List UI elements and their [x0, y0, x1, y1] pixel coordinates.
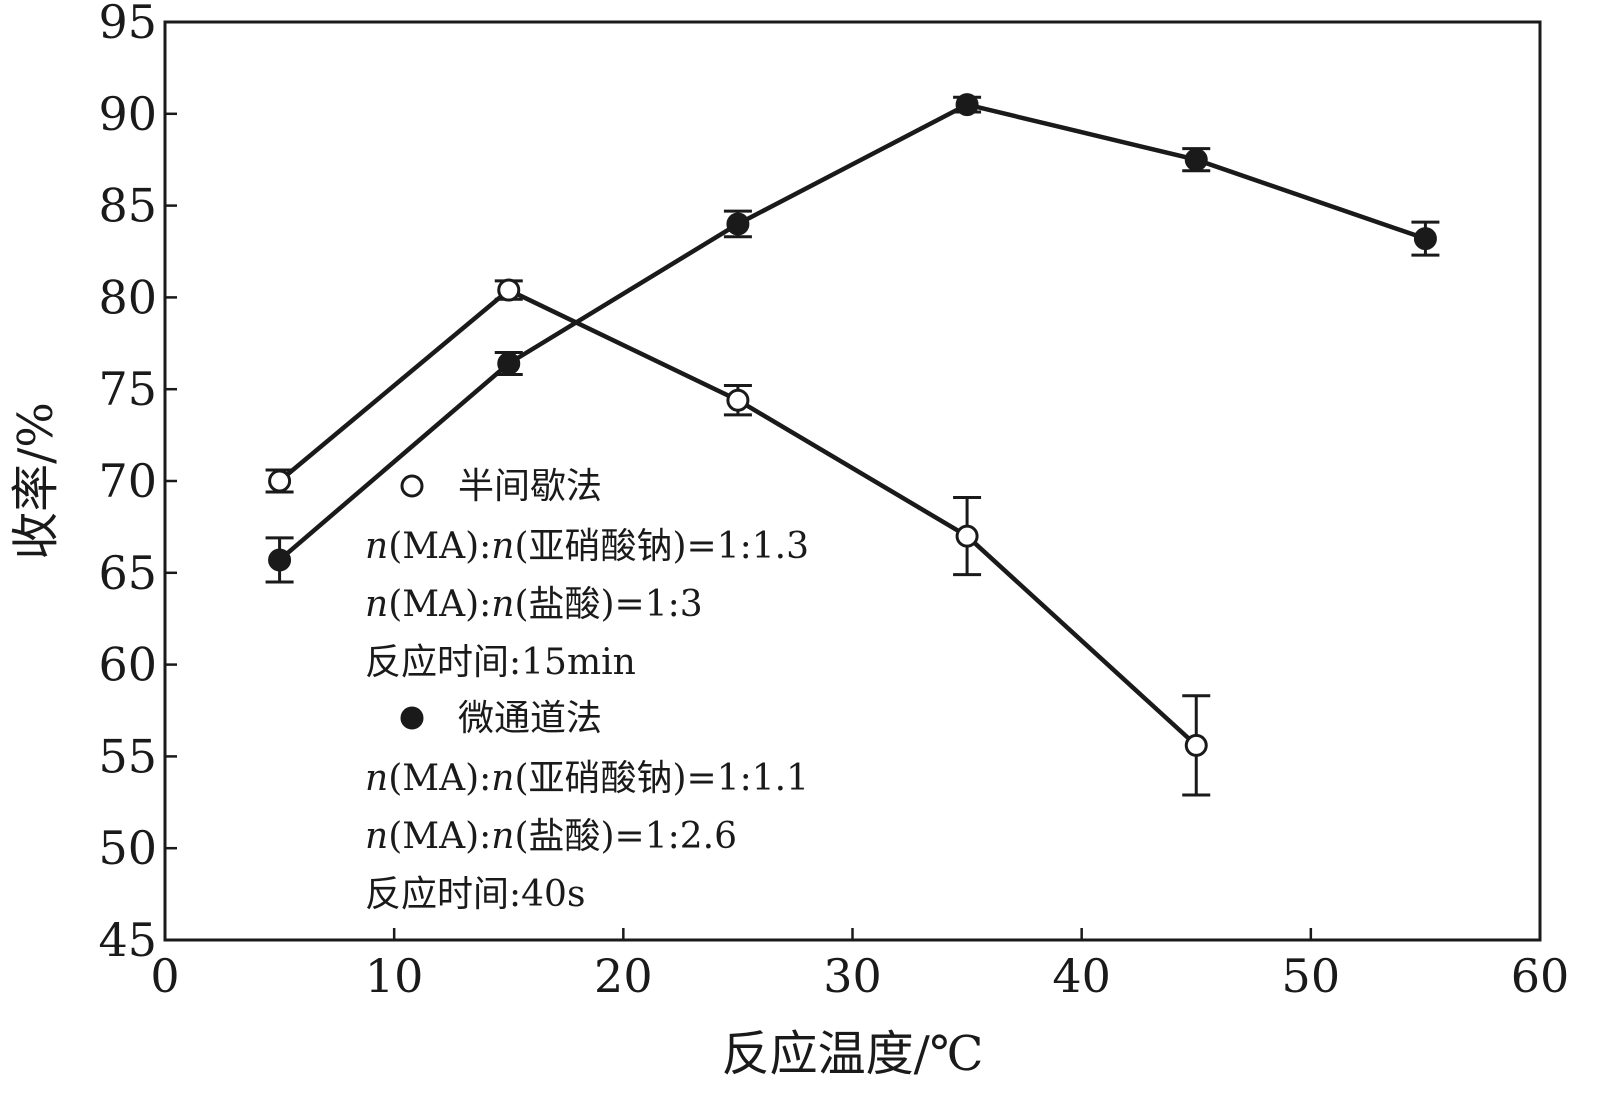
y-tick-label: 95 [98, 0, 157, 49]
legend-marker [400, 474, 424, 498]
data-point [1184, 148, 1208, 172]
data-point [726, 388, 750, 412]
x-tick-label: 60 [1511, 949, 1570, 1003]
y-tick-label: 60 [98, 638, 157, 692]
x-tick-label: 0 [150, 949, 179, 1003]
legend-label: 微通道法 [458, 698, 602, 739]
legend-condition: n(MA):n(亚硝酸钠)=1:1.1 [365, 758, 809, 799]
x-tick-label: 30 [823, 949, 882, 1003]
data-point [1413, 227, 1437, 251]
y-tick-label: 65 [98, 546, 157, 600]
axis-tick-labels: 0 10 20 30 40 50 60 45 50 55 60 65 70 75 80 85 90 95 [98, 0, 1569, 1003]
x-tick-label: 10 [365, 949, 424, 1003]
y-tick-label: 80 [98, 270, 157, 324]
x-tick-label: 20 [594, 949, 653, 1003]
data-point [497, 351, 521, 375]
data-point [726, 212, 750, 236]
y-tick-label: 70 [98, 454, 157, 508]
x-tick-label: 40 [1052, 949, 1111, 1003]
legend: 半间歇法 n(MA):n(亚硝酸钠)=1:1.3 n(MA):n(盐酸)=1:3 反应… [365, 466, 809, 915]
data-point [268, 548, 292, 572]
legend-label: 半间歇法 [458, 466, 602, 507]
series-2 [265, 93, 1440, 584]
axis-ticks [163, 20, 1542, 942]
data-point [497, 278, 521, 302]
legend-marker [400, 706, 424, 730]
y-tick-label: 45 [98, 913, 157, 967]
legend-condition: 反应时间:40s [365, 874, 585, 915]
y-tick-label: 55 [98, 729, 157, 783]
series-1 [265, 278, 1211, 797]
y-tick-label: 75 [98, 362, 157, 416]
data-point [268, 469, 292, 493]
x-axis-title: 反应温度/℃ [722, 1026, 984, 1082]
data-point [955, 524, 979, 548]
legend-condition: n(MA):n(盐酸)=1:2.6 [365, 816, 737, 857]
series-line [278, 102, 1427, 562]
y-tick-label: 50 [98, 821, 157, 875]
legend-condition: 反应时间:15min [365, 642, 636, 683]
legend-condition: n(MA):n(亚硝酸钠)=1:1.3 [365, 526, 809, 567]
legend-condition: n(MA):n(盐酸)=1:3 [365, 584, 703, 625]
x-tick-label: 50 [1282, 949, 1341, 1003]
y-tick-label: 90 [98, 87, 157, 141]
y-tick-label: 85 [98, 179, 157, 233]
data-point [1184, 733, 1208, 757]
data-point [955, 93, 979, 117]
series-layer [265, 93, 1440, 797]
y-axis-title: 收率/% [8, 402, 64, 560]
